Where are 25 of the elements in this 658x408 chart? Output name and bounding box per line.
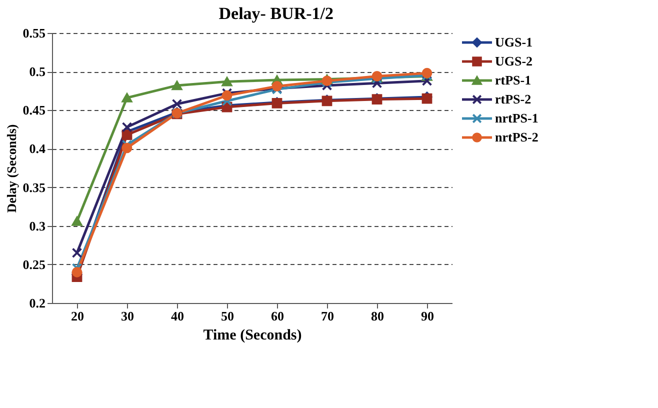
- x-tick-label: 30: [121, 308, 134, 324]
- x-tick-label: 70: [321, 308, 334, 324]
- y-tick-label: 0.45: [22, 102, 46, 118]
- y-tick-label: 0.35: [22, 180, 46, 195]
- x-tick-label: 90: [421, 308, 434, 324]
- y-tick-label: 0.2: [29, 296, 46, 310]
- legend-label: nrtPS-1: [495, 110, 538, 126]
- y-tick-label: 0.25: [22, 256, 46, 272]
- y-tick-label: 0.55: [22, 26, 46, 40]
- y-tick-label: 0.4: [29, 141, 46, 156]
- x-tick-label: 80: [371, 308, 384, 324]
- x-tick-label: 50: [221, 308, 234, 324]
- x-axis-title: Time (Seconds): [203, 328, 302, 344]
- legend-label: nrtPS-2: [495, 130, 538, 144]
- legend-label: rtPS-1: [495, 72, 532, 88]
- y-axis-title: Delay (Seconds): [4, 124, 19, 213]
- x-tick-label: 20: [71, 308, 84, 324]
- legend-label: UGS-2: [495, 54, 533, 68]
- chart-title: Delay- BUR-1/2: [218, 4, 334, 23]
- y-tick-label: 0.3: [29, 218, 46, 234]
- legend-label: UGS-1: [495, 34, 533, 50]
- x-tick-label: 40: [171, 308, 184, 324]
- y-tick-label: 0.5: [29, 64, 46, 80]
- x-tick-label: 60: [271, 308, 284, 324]
- legend-label: rtPS-2: [495, 92, 532, 106]
